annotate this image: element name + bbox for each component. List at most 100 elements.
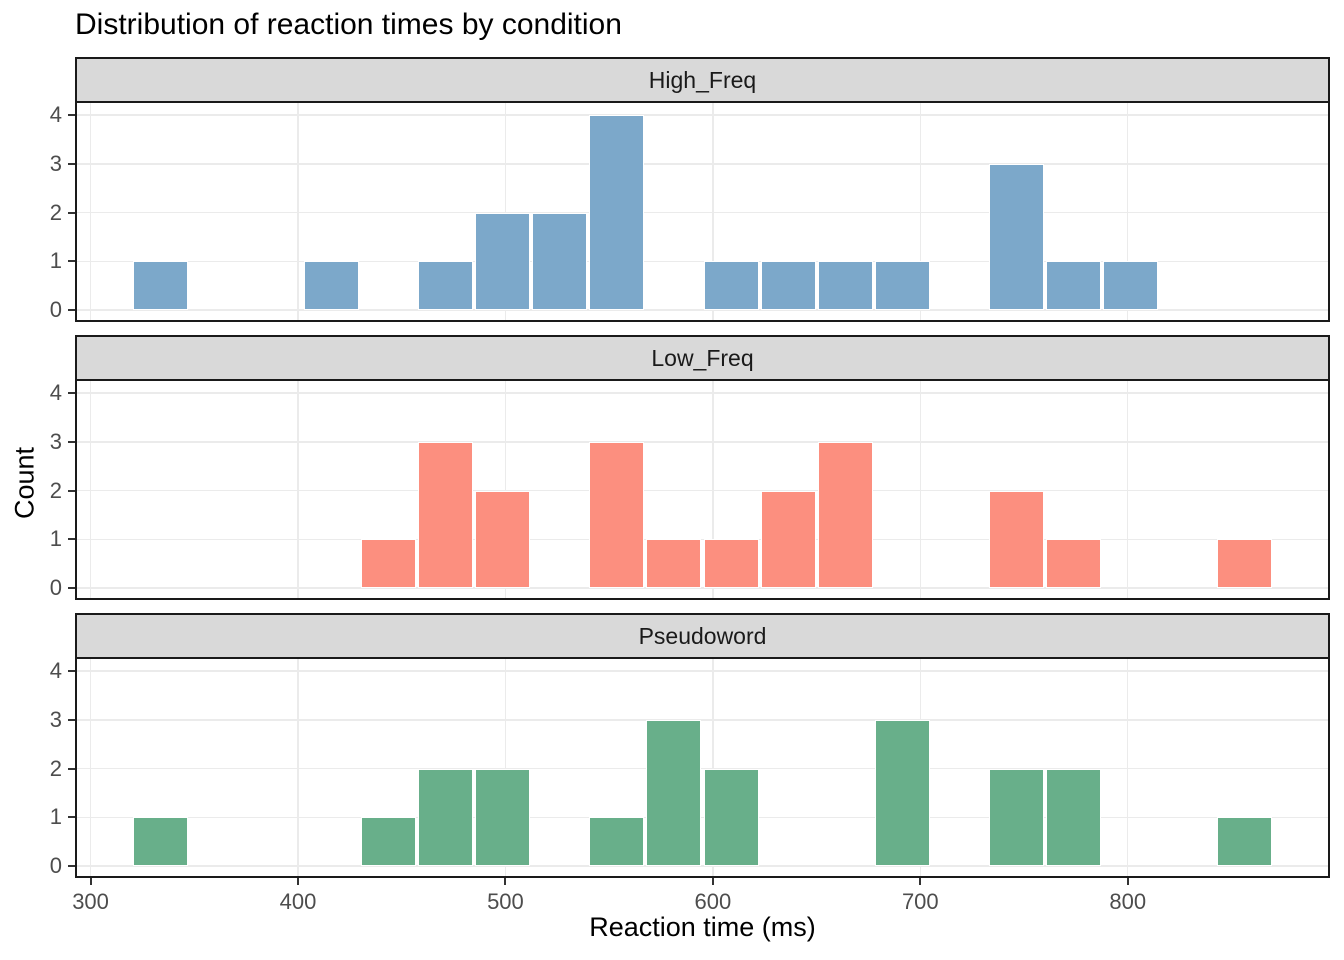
facet-strip-low_freq: Low_Freq xyxy=(75,335,1330,381)
gridline-y-3 xyxy=(77,163,1328,165)
histogram-bar xyxy=(646,539,702,588)
histogram-bar xyxy=(418,261,474,310)
x-tick-label: 800 xyxy=(1109,889,1147,914)
y-tick-mark xyxy=(68,489,75,492)
gridline-x-300 xyxy=(89,103,92,320)
histogram-bar xyxy=(133,261,189,310)
x-tick-mark xyxy=(1126,878,1129,885)
histogram-bar xyxy=(133,817,189,866)
histogram-bar xyxy=(703,539,759,588)
gridline-y-2 xyxy=(77,211,1328,214)
gridline-y-3 xyxy=(77,441,1328,443)
x-tick-mark xyxy=(919,878,922,885)
histogram-bar xyxy=(1102,261,1158,310)
histogram-bar xyxy=(1216,539,1272,588)
histogram-bar xyxy=(1045,768,1101,866)
y-tick-mark xyxy=(68,162,75,165)
gridline-x-300 xyxy=(89,381,92,598)
gridline-y-4 xyxy=(77,392,1328,394)
y-tick-mark xyxy=(68,816,75,819)
y-tick-mark xyxy=(68,767,75,770)
histogram-bar xyxy=(760,490,816,588)
y-tick-label: 2 xyxy=(49,477,62,503)
gridline-y-0 xyxy=(77,587,1328,589)
gridline-y-4 xyxy=(77,114,1328,116)
histogram-bar xyxy=(1045,261,1101,310)
histogram-bar xyxy=(418,768,474,866)
histogram-bar xyxy=(475,768,531,866)
histogram-bar xyxy=(589,441,645,588)
histogram-bar xyxy=(475,490,531,588)
gridline-y-3 xyxy=(77,719,1328,721)
gridline-x-800 xyxy=(1126,103,1129,320)
y-tick-label: 2 xyxy=(49,755,62,781)
x-tick-label: 700 xyxy=(901,889,939,914)
histogram-bar xyxy=(361,539,417,588)
histogram-bar xyxy=(361,817,417,866)
gridline-y-1 xyxy=(77,260,1328,262)
y-tick-label: 3 xyxy=(49,150,62,176)
histogram-bar xyxy=(589,115,645,310)
x-axis-title: Reaction time (ms) xyxy=(589,912,816,942)
facet-strip-pseudoword: Pseudoword xyxy=(75,613,1330,659)
panel-pseudoword xyxy=(75,657,1330,878)
y-tick-label: 4 xyxy=(49,658,62,683)
histogram-bar xyxy=(817,441,873,588)
y-tick-label: 3 xyxy=(49,706,62,732)
facet-strip-label: Low_Freq xyxy=(651,344,754,371)
y-tick-label: 3 xyxy=(49,428,62,454)
gridline-x-600 xyxy=(712,381,714,598)
y-tick-label: 0 xyxy=(49,575,62,600)
gridline-x-400 xyxy=(297,103,299,320)
histogram-bar xyxy=(475,212,531,310)
panel-high_freq xyxy=(75,101,1330,322)
gridline-x-500 xyxy=(504,103,507,320)
facet-strip-label: High_Freq xyxy=(648,66,757,93)
histogram-bar xyxy=(988,768,1044,866)
histogram-bar xyxy=(874,261,930,310)
panel-low_freq xyxy=(75,379,1330,600)
y-tick-mark xyxy=(68,211,75,214)
y-tick-label: 1 xyxy=(49,526,62,552)
gridline-y-2 xyxy=(77,767,1328,770)
y-tick-mark xyxy=(68,309,75,311)
x-tick-mark xyxy=(296,878,299,885)
gridline-y-4 xyxy=(77,670,1328,672)
histogram-bar xyxy=(646,719,702,866)
x-tick-label: 600 xyxy=(694,889,732,914)
histogram-bar xyxy=(760,261,816,310)
y-tick-mark xyxy=(68,538,75,541)
gridline-x-600 xyxy=(712,103,714,320)
histogram-bar xyxy=(703,768,759,866)
gridline-x-400 xyxy=(297,659,299,876)
histogram-bar xyxy=(1045,539,1101,588)
histogram-bar xyxy=(988,490,1044,588)
y-tick-mark xyxy=(68,670,75,672)
y-tick-label: 1 xyxy=(49,248,62,274)
gridline-x-800 xyxy=(1126,659,1129,876)
gridline-y-0 xyxy=(77,865,1328,867)
plot-title: Distribution of reaction times by condit… xyxy=(75,8,622,41)
y-tick-mark xyxy=(68,260,75,263)
x-tick-label: 500 xyxy=(487,889,524,914)
histogram-bar xyxy=(304,261,360,310)
x-tick-label: 300 xyxy=(72,889,109,914)
gridline-x-800 xyxy=(1126,381,1129,598)
y-tick-mark xyxy=(68,865,75,867)
y-tick-mark xyxy=(68,440,75,443)
y-tick-label: 4 xyxy=(49,102,62,127)
y-tick-mark xyxy=(68,587,75,589)
gridline-x-600 xyxy=(712,659,714,876)
histogram-bar xyxy=(817,261,873,310)
y-tick-label: 1 xyxy=(49,804,62,830)
gridline-x-500 xyxy=(504,381,507,598)
gridline-x-700 xyxy=(919,381,922,598)
histogram-bar xyxy=(874,719,930,866)
gridline-x-700 xyxy=(919,103,922,320)
histogram-bar xyxy=(589,817,645,866)
x-tick-mark xyxy=(89,878,92,885)
gridline-x-300 xyxy=(89,659,92,876)
x-tick-mark xyxy=(504,878,507,885)
x-tick-label: 400 xyxy=(279,889,317,914)
